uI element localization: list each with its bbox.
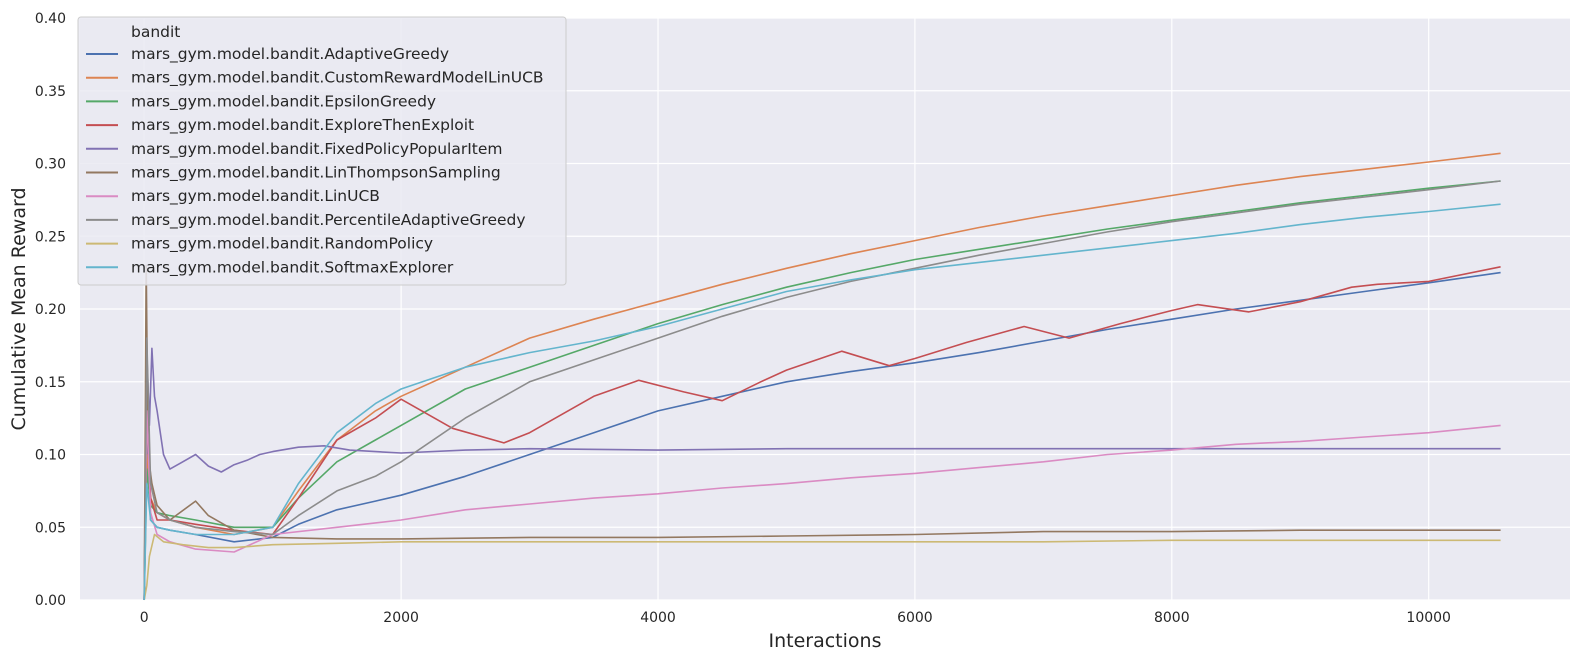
series-line-3: [143, 266, 1501, 601]
y-tick-label: 0.30: [35, 157, 66, 173]
y-tick-label: 0.25: [35, 229, 66, 245]
x-tick-label: 0: [140, 610, 149, 626]
x-tick-label: 4000: [640, 610, 676, 626]
legend-label: mars_gym.model.bandit.RandomPolicy: [131, 235, 433, 254]
y-axis-title: Cumulative Mean Reward: [8, 187, 30, 430]
series-layer: [143, 152, 1501, 601]
legend-label: mars_gym.model.bandit.PercentileAdaptive…: [131, 211, 526, 230]
y-tick-label: 0.15: [35, 375, 66, 391]
x-tick-label: 8000: [1154, 610, 1190, 626]
series-line-2: [143, 180, 1501, 601]
y-tick-label: 0.00: [35, 593, 66, 609]
legend-title: bandit: [131, 23, 180, 41]
x-tick-label: 6000: [897, 610, 933, 626]
y-tick-label: 0.35: [35, 84, 66, 100]
legend-items: mars_gym.model.bandit.AdaptiveGreedymars…: [86, 45, 544, 277]
legend-label: mars_gym.model.bandit.FixedPolicyPopular…: [131, 140, 503, 159]
series-line-7: [143, 180, 1501, 601]
legend-label: mars_gym.model.bandit.EpsilonGreedy: [131, 92, 436, 111]
series-line-4: [143, 347, 1501, 601]
x-tick-label: 10000: [1406, 610, 1451, 626]
legend-label: mars_gym.model.bandit.LinThompsonSamplin…: [131, 164, 501, 183]
y-tick-label: 0.10: [35, 448, 66, 464]
legend-label: mars_gym.model.bandit.CustomRewardModelL…: [131, 69, 544, 88]
series-line-8: [143, 533, 1501, 601]
x-tick-labels: 0 2000 4000 6000 8000 10000: [140, 610, 1451, 626]
grid-lines: [80, 17, 1570, 601]
x-axis-title: Interactions: [769, 630, 882, 652]
legend-label: mars_gym.model.bandit.LinUCB: [131, 187, 380, 206]
y-tick-label: 0.05: [35, 520, 66, 536]
legend-box: [77, 16, 567, 286]
legend-label: mars_gym.model.bandit.SoftmaxExplorer: [131, 258, 454, 277]
x-tick-label: 2000: [383, 610, 419, 626]
series-line-9: [143, 203, 1501, 601]
y-tick-label: 0.20: [35, 302, 66, 318]
legend-label: mars_gym.model.bandit.AdaptiveGreedy: [131, 45, 449, 64]
legend: bandit mars_gym.model.bandit.AdaptiveGre…: [77, 16, 567, 286]
series-line-5: [143, 264, 1501, 601]
y-tick-label: 0.40: [35, 11, 66, 27]
y-tick-labels: 0.00 0.05 0.10 0.15 0.20 0.25 0.30 0.35 0.40: [35, 11, 66, 609]
legend-label: mars_gym.model.bandit.ExploreThenExploit: [131, 116, 474, 135]
